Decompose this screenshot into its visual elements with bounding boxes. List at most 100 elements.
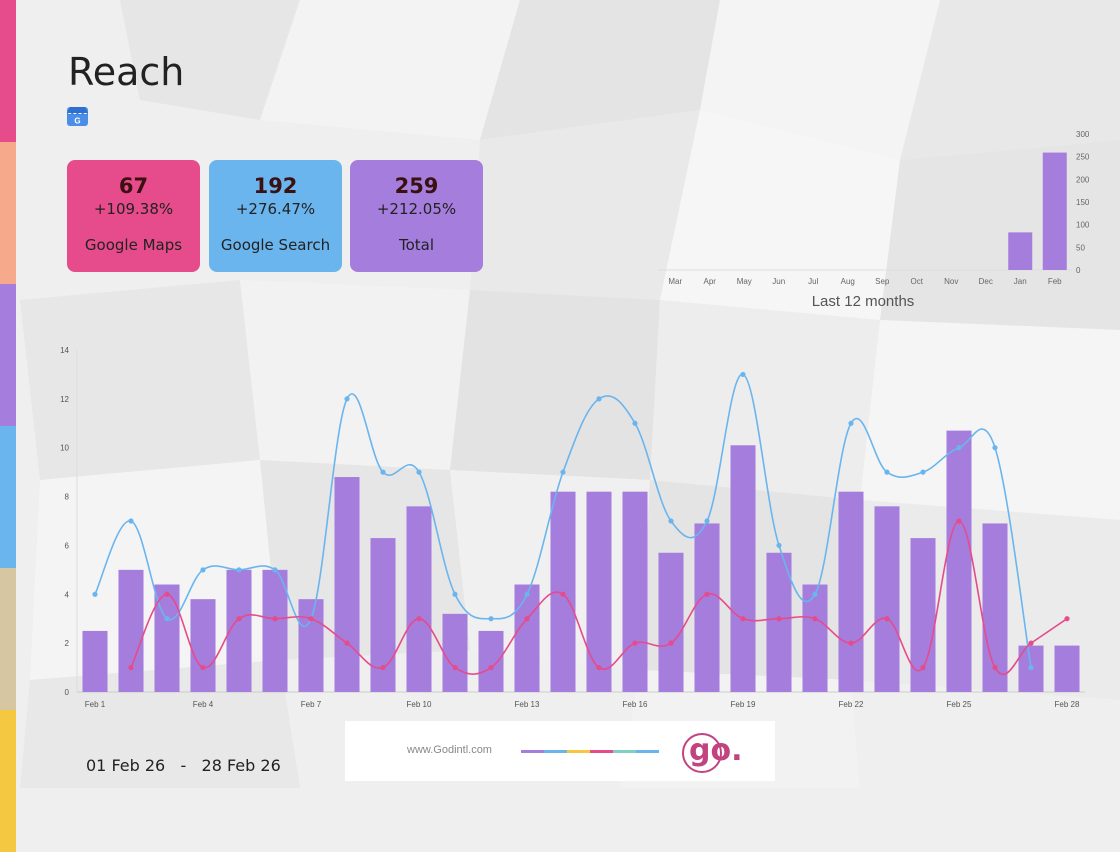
bar (442, 613, 468, 692)
total-card: 259 +212.05% Total (350, 160, 483, 272)
line-point (272, 567, 278, 573)
y-tick-label: 0 (65, 688, 70, 697)
x-tick-label: Feb 25 (947, 700, 972, 709)
x-tick-label: Feb 22 (839, 700, 864, 709)
line-point (668, 518, 674, 524)
side-color-strip (0, 0, 16, 852)
line-point (956, 445, 962, 451)
card-value: 259 (394, 174, 439, 198)
bar (1042, 152, 1067, 270)
x-tick-label: Dec (979, 277, 993, 286)
line-point (632, 640, 638, 646)
line-point (668, 640, 674, 646)
y-tick-label: 50 (1076, 243, 1085, 252)
x-tick-label: Feb 28 (1055, 700, 1080, 709)
line-point (812, 591, 818, 597)
line-point (596, 396, 602, 402)
bar (1008, 232, 1033, 270)
bar (730, 445, 756, 692)
x-tick-label: Feb 4 (193, 700, 214, 709)
x-tick-label: Jun (772, 277, 785, 286)
company-logo (682, 733, 722, 773)
line-point (920, 469, 926, 475)
date-range-separator (170, 756, 180, 775)
bar (298, 599, 324, 692)
line-point (740, 371, 746, 378)
line-point (920, 664, 926, 671)
y-tick-label: 6 (65, 541, 70, 550)
strip-segment (0, 0, 16, 142)
x-tick-label: Oct (911, 277, 924, 286)
line-point (848, 640, 854, 646)
x-tick-label: May (737, 277, 752, 286)
x-tick-label: Apr (704, 277, 717, 286)
bar (838, 491, 864, 692)
line-point (452, 591, 458, 597)
x-tick-label: Jul (808, 277, 818, 286)
line-point (560, 591, 566, 597)
card-change: +276.47% (235, 200, 316, 218)
bar (514, 584, 540, 692)
google-business-icon: G (66, 107, 89, 126)
date-range-start: 01 Feb 26 (86, 756, 166, 775)
page-title: Reach (68, 50, 185, 94)
line-point (416, 616, 422, 622)
y-tick-label: 100 (1076, 221, 1090, 230)
y-tick-label: 300 (1076, 130, 1090, 139)
y-tick-label: 10 (60, 444, 69, 453)
line-point (164, 591, 170, 597)
card-value: 192 (253, 174, 298, 198)
bar (406, 506, 432, 692)
bar (874, 506, 900, 692)
google-search-card: 192 +276.47% Google Search (209, 160, 342, 272)
website-link[interactable]: www.Godintl.com (407, 744, 492, 756)
y-tick-label: 200 (1076, 175, 1090, 184)
y-tick-label: 250 (1076, 153, 1090, 162)
x-tick-label: Aug (841, 277, 855, 286)
line-point (236, 616, 242, 622)
line-point (236, 567, 242, 573)
line-point (992, 445, 998, 451)
line-point (848, 420, 854, 426)
line-point (1064, 616, 1070, 622)
y-tick-label: 4 (65, 590, 70, 599)
line-point (956, 518, 962, 524)
line-point (380, 469, 386, 475)
line-point (344, 640, 350, 646)
line-point (596, 664, 602, 671)
line-point (416, 469, 422, 475)
bar (1054, 645, 1080, 692)
footer-banner: www.Godintl.com go. (345, 721, 775, 781)
card-value: 67 (118, 174, 149, 198)
line-point (1028, 664, 1034, 671)
card-label: Total (398, 236, 435, 254)
line-point (200, 664, 206, 671)
line-point (308, 616, 314, 622)
monthly-reach-chart: 0 50 100 150 200 250 300 Mar Apr May Jun Jul Aug Sep O… (658, 130, 1090, 310)
line-point (776, 616, 782, 622)
line-point (92, 591, 98, 597)
card-label: Google Maps (84, 236, 183, 254)
strip-segment (0, 284, 16, 426)
x-tick-label: Jan (1014, 277, 1027, 286)
background-pattern (450, 0, 860, 680)
bar (334, 477, 360, 692)
bar (118, 569, 144, 692)
x-tick-label: Feb 1 (85, 700, 106, 709)
y-tick-label: 12 (60, 395, 69, 404)
x-tick-label: Nov (944, 277, 958, 286)
maps-line (130, 520, 1068, 676)
line-point (488, 616, 494, 622)
x-tick-label: Feb 19 (731, 700, 756, 709)
daily-reach-chart: 0 2 4 6 8 10 12 14 Feb 1 Feb 4 Feb 7 Feb 10 Feb 13 Fe… (60, 346, 1085, 709)
bar (82, 630, 108, 692)
search-line (94, 373, 1032, 668)
y-tick-label: 2 (65, 639, 70, 648)
x-tick-label: Feb 7 (301, 700, 322, 709)
x-tick-label: Feb 13 (515, 700, 540, 709)
line-point (524, 591, 530, 597)
bar (694, 523, 720, 692)
line-point (992, 664, 998, 671)
x-tick-label: Feb 16 (623, 700, 648, 709)
bar (802, 584, 828, 692)
